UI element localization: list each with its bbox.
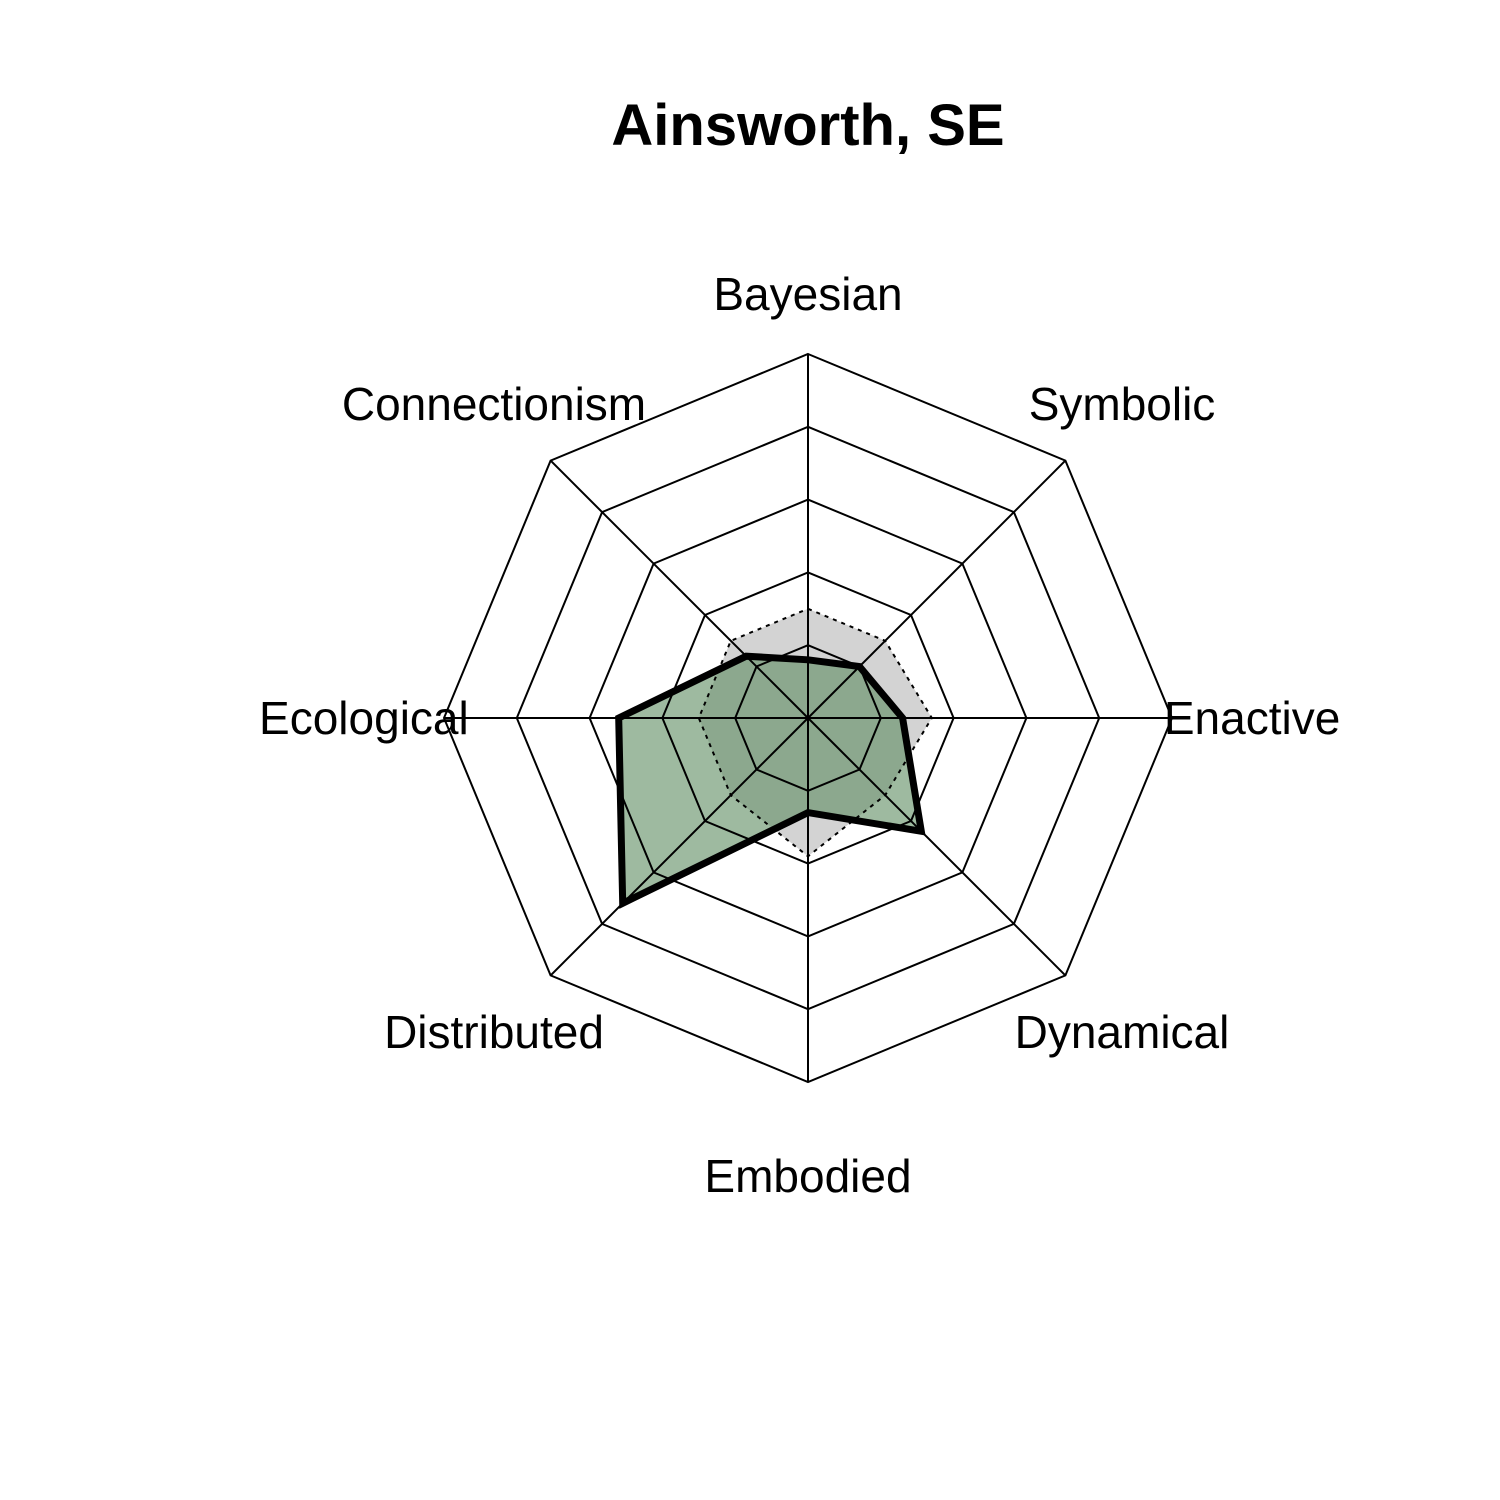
label-layer: Bayesian Symbolic Enactive Dynamical Embodie… bbox=[259, 268, 1340, 1202]
axis-label-embodied: Embodied bbox=[704, 1150, 911, 1202]
axis-label-dynamical: Dynamical bbox=[1015, 1006, 1230, 1058]
chart-title: Ainsworth, SE bbox=[611, 93, 1004, 158]
grid-layer bbox=[442, 352, 1174, 1084]
axis-label-enactive: Enactive bbox=[1164, 692, 1340, 744]
axis-label-bayesian: Bayesian bbox=[713, 268, 902, 320]
spoke-distributed bbox=[549, 717, 809, 977]
series-1-outline bbox=[697, 607, 933, 858]
series-0-outline bbox=[615, 652, 926, 909]
axis-label-connectionism: Connectionism bbox=[342, 378, 646, 430]
axis-label-ecological: Ecological bbox=[259, 692, 469, 744]
axis-label-distributed: Distributed bbox=[384, 1006, 604, 1058]
spoke-connectionism bbox=[549, 459, 809, 719]
outline-layer bbox=[615, 607, 933, 909]
axis-label-symbolic: Symbolic bbox=[1029, 378, 1216, 430]
spoke-symbolic bbox=[807, 459, 1067, 719]
spoke-dynamical bbox=[807, 717, 1067, 977]
